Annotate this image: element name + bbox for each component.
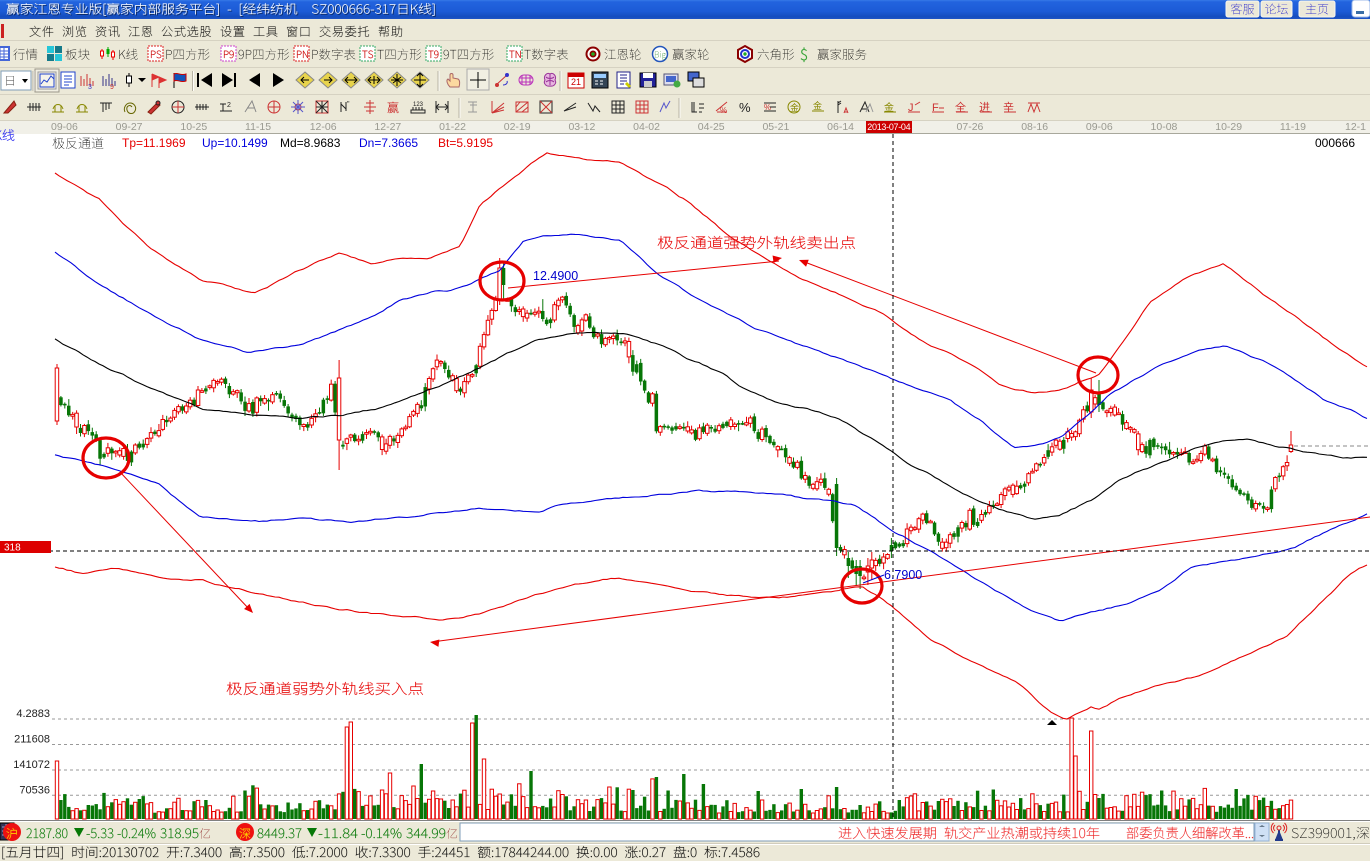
svg-text:金: 金 (884, 101, 894, 114)
svg-text:12.4900: 12.4900 (533, 269, 578, 283)
svg-text:Tp=11.1969: Tp=11.1969 (122, 136, 186, 150)
svg-text:金: 金 (813, 100, 822, 111)
svg-text:141072: 141072 (13, 759, 50, 771)
svg-text:9: 9 (110, 84, 114, 91)
svg-text:Up=10.1499: Up=10.1499 (202, 136, 268, 150)
svg-text:000666: 000666 (1315, 136, 1355, 150)
svg-text:4.2883: 4.2883 (16, 708, 50, 720)
svg-text:%: % (739, 100, 751, 115)
svg-text:21: 21 (571, 77, 581, 87)
svg-text:318: 318 (4, 543, 21, 554)
svg-text:Bt=5.9195: Bt=5.9195 (438, 136, 493, 150)
svg-text:%: % (720, 106, 727, 115)
svg-text:赢: 赢 (387, 100, 399, 115)
svg-text:全: 全 (955, 100, 966, 114)
svg-text:70536: 70536 (19, 784, 50, 796)
svg-text:211608: 211608 (14, 734, 50, 746)
svg-text:J: J (908, 102, 914, 114)
svg-text:": " (347, 101, 350, 108)
svg-text:6.7900: 6.7900 (884, 568, 922, 582)
svg-text:辛: 辛 (1003, 100, 1014, 114)
svg-text:Md=8.9683: Md=8.9683 (280, 136, 341, 150)
svg-text:123: 123 (413, 102, 424, 108)
svg-text:进: 进 (979, 101, 990, 114)
svg-text:3: 3 (88, 84, 92, 91)
svg-text:F: F (932, 102, 939, 114)
svg-text:%: % (764, 103, 771, 112)
svg-text:金: 金 (790, 102, 799, 113)
svg-text:Dn=7.3665: Dn=7.3665 (359, 136, 418, 150)
svg-text:2: 2 (227, 102, 231, 109)
